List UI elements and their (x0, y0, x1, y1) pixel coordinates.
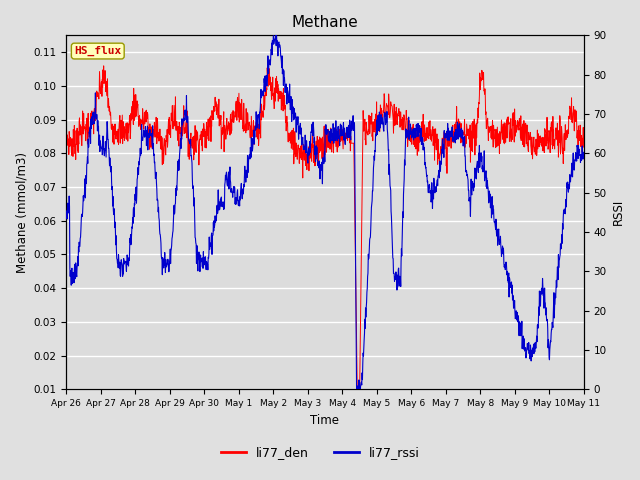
Text: HS_flux: HS_flux (74, 46, 122, 56)
Y-axis label: RSSI: RSSI (612, 199, 625, 226)
Y-axis label: Methane (mmol/m3): Methane (mmol/m3) (15, 152, 28, 273)
X-axis label: Time: Time (310, 414, 339, 427)
Title: Methane: Methane (292, 15, 358, 30)
Legend: li77_den, li77_rssi: li77_den, li77_rssi (216, 441, 424, 464)
